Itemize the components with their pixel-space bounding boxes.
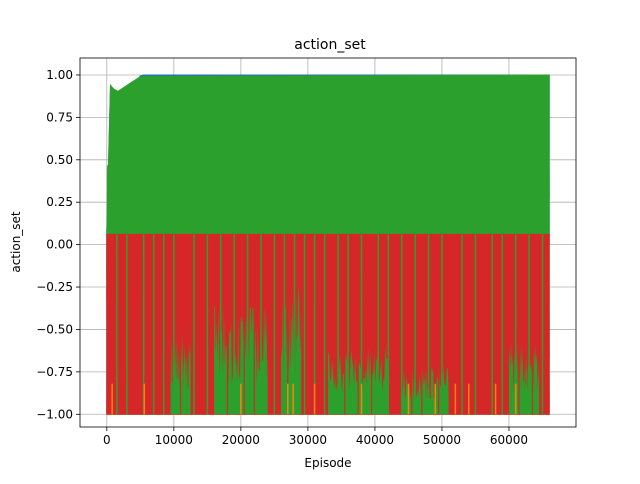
y-tick-label: 0.00	[46, 238, 73, 252]
series-1-flecks	[111, 383, 517, 415]
plot-frame	[79, 57, 577, 428]
y-tick-label: 1.00	[46, 68, 73, 82]
x-tick-label: 40000	[356, 433, 394, 447]
y-tick-label: 0.75	[46, 110, 73, 124]
x-tick-label: 50000	[423, 433, 461, 447]
series-2-patch	[401, 364, 449, 415]
series-2-patch	[509, 340, 540, 415]
x-tick-label: 0	[103, 433, 111, 447]
x-tick-label: 60000	[490, 433, 528, 447]
x-axis: 0 10000 20000 30000 40000 50000 60000	[103, 427, 528, 447]
y-axis-label: action_set	[9, 211, 23, 273]
x-tick-label: 20000	[222, 433, 260, 447]
y-tick-label: 0.50	[46, 153, 73, 167]
y-tick-label: −0.50	[36, 322, 73, 336]
plot-marks	[106, 74, 550, 416]
series-2-patch	[170, 329, 191, 415]
y-tick-label: −0.25	[36, 280, 73, 294]
y-tick-label: −1.00	[36, 407, 73, 421]
y-axis: −1.00 −0.75 −0.50 −0.25 0.00 0.25 0.50 0.75 1.00	[36, 68, 80, 421]
y-tick-label: −0.75	[36, 365, 73, 379]
y-tick-label: 0.25	[46, 195, 73, 209]
x-tick-label: 10000	[155, 433, 193, 447]
x-axis-label: Episode	[304, 456, 351, 470]
chart-title: action_set	[294, 37, 366, 53]
series-3-streaks	[179, 234, 534, 415]
series-2-patch	[281, 280, 302, 415]
x-tick-label: 30000	[289, 433, 327, 447]
